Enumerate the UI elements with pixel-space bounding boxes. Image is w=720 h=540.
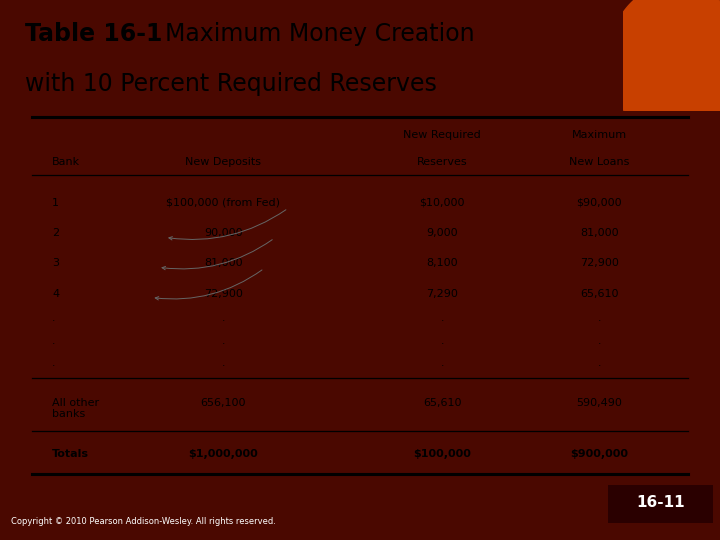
Text: $100,000: $100,000 [413,449,471,459]
Text: New Required: New Required [403,130,481,140]
Text: .: . [53,336,55,346]
Text: .: . [598,313,601,323]
Text: 8,100: 8,100 [426,259,458,268]
Text: $900,000: $900,000 [570,449,629,459]
Text: .: . [53,359,55,368]
Text: Maximum Money Creation: Maximum Money Creation [165,22,474,46]
Text: 90,000: 90,000 [204,228,243,238]
Text: Totals: Totals [53,449,89,459]
Text: $100,000 (from Fed): $100,000 (from Fed) [166,198,280,208]
Text: New Loans: New Loans [570,157,629,167]
Text: 590,490: 590,490 [577,397,622,408]
Text: .: . [222,313,225,323]
Text: 4: 4 [53,289,59,299]
Text: 65,610: 65,610 [423,397,462,408]
Text: .: . [222,336,225,346]
Text: 7,290: 7,290 [426,289,458,299]
Text: with 10 Percent Required Reserves: with 10 Percent Required Reserves [25,72,437,96]
Polygon shape [608,0,720,138]
Text: .: . [441,336,444,346]
Text: Reserves: Reserves [417,157,467,167]
Text: $1,000,000: $1,000,000 [189,449,258,459]
Text: 72,900: 72,900 [204,289,243,299]
FancyBboxPatch shape [608,485,713,523]
Text: .: . [598,336,601,346]
Text: Table 16-1: Table 16-1 [25,22,162,46]
Text: All other
banks: All other banks [53,397,99,419]
Text: 2: 2 [53,228,59,238]
Text: Maximum: Maximum [572,130,627,140]
Text: .: . [441,359,444,368]
Text: $10,000: $10,000 [419,198,465,208]
Text: .: . [53,313,55,323]
Text: 3: 3 [53,259,59,268]
Text: .: . [598,359,601,368]
Text: 81,000: 81,000 [204,259,243,268]
Text: 16-11: 16-11 [636,495,685,510]
Text: .: . [222,359,225,368]
Text: $90,000: $90,000 [577,198,622,208]
Text: 1: 1 [53,198,59,208]
Text: 656,100: 656,100 [200,397,246,408]
Text: 72,900: 72,900 [580,259,618,268]
Text: 81,000: 81,000 [580,228,618,238]
Text: Bank: Bank [53,157,81,167]
Text: New Deposits: New Deposits [185,157,261,167]
Text: .: . [441,313,444,323]
Text: 65,610: 65,610 [580,289,618,299]
Text: Copyright © 2010 Pearson Addison-Wesley. All rights reserved.: Copyright © 2010 Pearson Addison-Wesley.… [11,517,276,526]
Text: 9,000: 9,000 [426,228,458,238]
